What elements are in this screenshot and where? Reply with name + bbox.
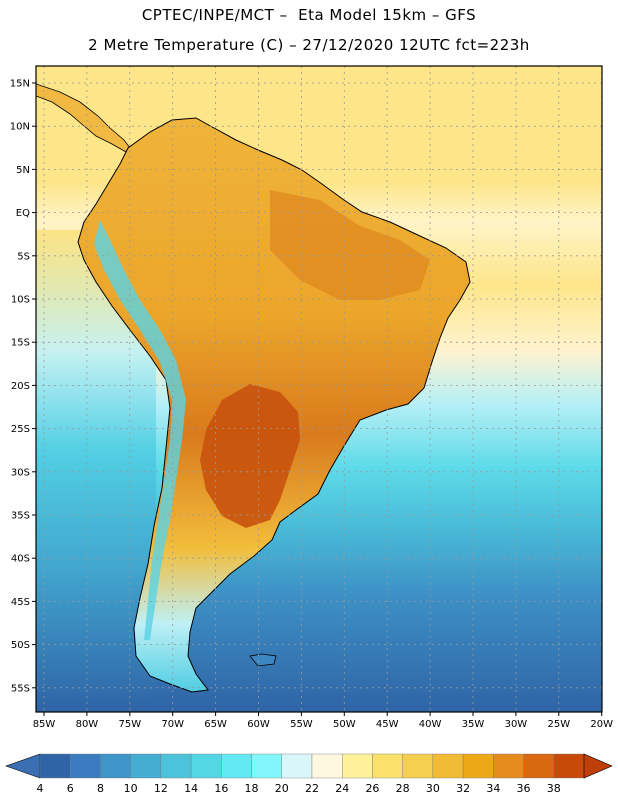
lon-tick-label: 50W	[333, 719, 356, 730]
colorbar-swatch	[311, 753, 343, 779]
lon-tick-label: 75W	[118, 719, 141, 730]
chart-title-line1: CPTEC/INPE/MCT – Eta Model 15km – GFS	[141, 6, 477, 24]
map-area	[36, 66, 602, 712]
colorbar-tick-label: 38	[547, 782, 561, 795]
lon-tick-label: 85W	[33, 719, 56, 730]
lat-tick-label: 5N	[16, 165, 30, 176]
colorbar-tick-label: 4	[37, 782, 44, 795]
lon-tick-label: 45W	[376, 719, 399, 730]
colorbar-tick-label: 8	[97, 782, 104, 795]
colorbar-swatch	[160, 753, 192, 779]
colorbar-high-arrow	[583, 753, 613, 779]
chart-title-line2: 2 Metre Temperature (C) – 27/12/2020 12U…	[88, 36, 530, 54]
colorbar-tick-label: 34	[486, 782, 500, 795]
lat-tick-label: 5S	[17, 251, 30, 262]
colorbar-swatch	[281, 753, 313, 779]
colorbar-swatch	[432, 753, 464, 779]
colorbar-swatch	[221, 753, 252, 779]
colorbar-swatch	[100, 753, 131, 779]
colorbar-tick-label: 30	[426, 782, 440, 795]
lon-tick-label: 20W	[590, 719, 613, 730]
longitude-axis: 85W 80W 75W 70W 65W 60W 55W 50W 45W 40W 35W 30W 25W 2…	[33, 712, 613, 730]
lon-tick-label: 40W	[419, 719, 442, 730]
colorbar-swatch	[462, 753, 494, 779]
lat-tick-label: 15N	[10, 79, 30, 90]
warm-north-region	[270, 190, 430, 300]
map-frame	[35, 65, 603, 713]
lon-tick-label: 55W	[290, 719, 313, 730]
colorbar-swatch	[190, 753, 222, 779]
lat-tick-label: 30S	[11, 467, 30, 478]
lon-tick-label: 60W	[247, 719, 270, 730]
colorbar-tick-label: 10	[124, 782, 138, 795]
lon-tick-label: 30W	[505, 719, 528, 730]
colorbar-swatch	[493, 753, 524, 779]
lon-tick-label: 80W	[76, 719, 99, 730]
lat-tick-label: 10S	[11, 295, 30, 306]
colorbar-swatch	[402, 753, 434, 779]
hot-core-region	[200, 384, 300, 528]
lon-tick-label: 65W	[204, 719, 227, 730]
colorbar-swatch	[372, 753, 403, 779]
andes-cool-strip	[94, 220, 186, 640]
colorbar-tick-label: 18	[245, 782, 259, 795]
lat-tick-label: EQ	[16, 208, 30, 219]
colorbar-tick-label: 32	[456, 782, 470, 795]
colorbar-swatch	[251, 753, 282, 779]
lat-tick-label: 50S	[11, 640, 30, 651]
colorbar-swatch	[523, 753, 554, 779]
colorbar-tick-label: 26	[365, 782, 379, 795]
colorbar-tick-label: 12	[154, 782, 168, 795]
colorbar-tick-label: 24	[335, 782, 349, 795]
colorbar-tick-label: 14	[184, 782, 198, 795]
lat-tick-label: 45S	[11, 597, 30, 608]
lon-tick-label: 35W	[462, 719, 485, 730]
latitude-axis: 15N 10N 5N EQ 5S 10S 15S 20S 25S 30S 35S 40S 45S 50S 5…	[10, 79, 36, 694]
falkland-islands	[249, 653, 277, 667]
colorbar-swatch	[553, 753, 585, 779]
colorbar-tick-label: 36	[517, 782, 531, 795]
colorbar-tick-label: 22	[305, 782, 319, 795]
colorbar: 4 6 8 10 12 14 16 18 20 22 24 26 28 30 32 34 36 38	[5, 753, 613, 795]
colorbar-tick-label: 16	[214, 782, 228, 795]
colorbar-tick-label: 28	[396, 782, 410, 795]
lat-tick-label: 25S	[11, 424, 30, 435]
colorbar-tick-label: 20	[275, 782, 289, 795]
lat-tick-label: 20S	[11, 381, 30, 392]
colorbar-swatch	[39, 753, 71, 779]
map-gridlines	[36, 66, 602, 712]
lat-tick-label: 35S	[11, 511, 30, 522]
lat-tick-label: 10N	[10, 122, 30, 133]
colorbar-swatch	[130, 753, 162, 779]
lon-tick-label: 70W	[161, 719, 184, 730]
colorbar-swatch	[342, 753, 373, 779]
lat-tick-label: 40S	[11, 554, 30, 565]
lon-tick-label: 25W	[547, 719, 570, 730]
lat-tick-label: 55S	[11, 683, 30, 694]
colorbar-low-arrow	[5, 753, 41, 779]
colorbar-tick-label: 6	[67, 782, 74, 795]
colorbar-swatch	[70, 753, 101, 779]
lat-tick-label: 15S	[11, 338, 30, 349]
